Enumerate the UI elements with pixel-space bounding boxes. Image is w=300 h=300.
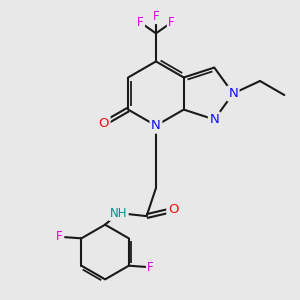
Text: F: F: [153, 10, 159, 23]
Text: N: N: [151, 119, 161, 132]
Text: O: O: [99, 117, 109, 130]
Text: O: O: [168, 203, 178, 216]
Text: NH: NH: [110, 206, 127, 220]
Text: F: F: [56, 230, 63, 243]
Text: N: N: [209, 113, 219, 126]
Text: F: F: [137, 16, 144, 29]
Text: F: F: [147, 261, 154, 274]
Text: N: N: [228, 87, 238, 100]
Text: F: F: [168, 16, 175, 29]
